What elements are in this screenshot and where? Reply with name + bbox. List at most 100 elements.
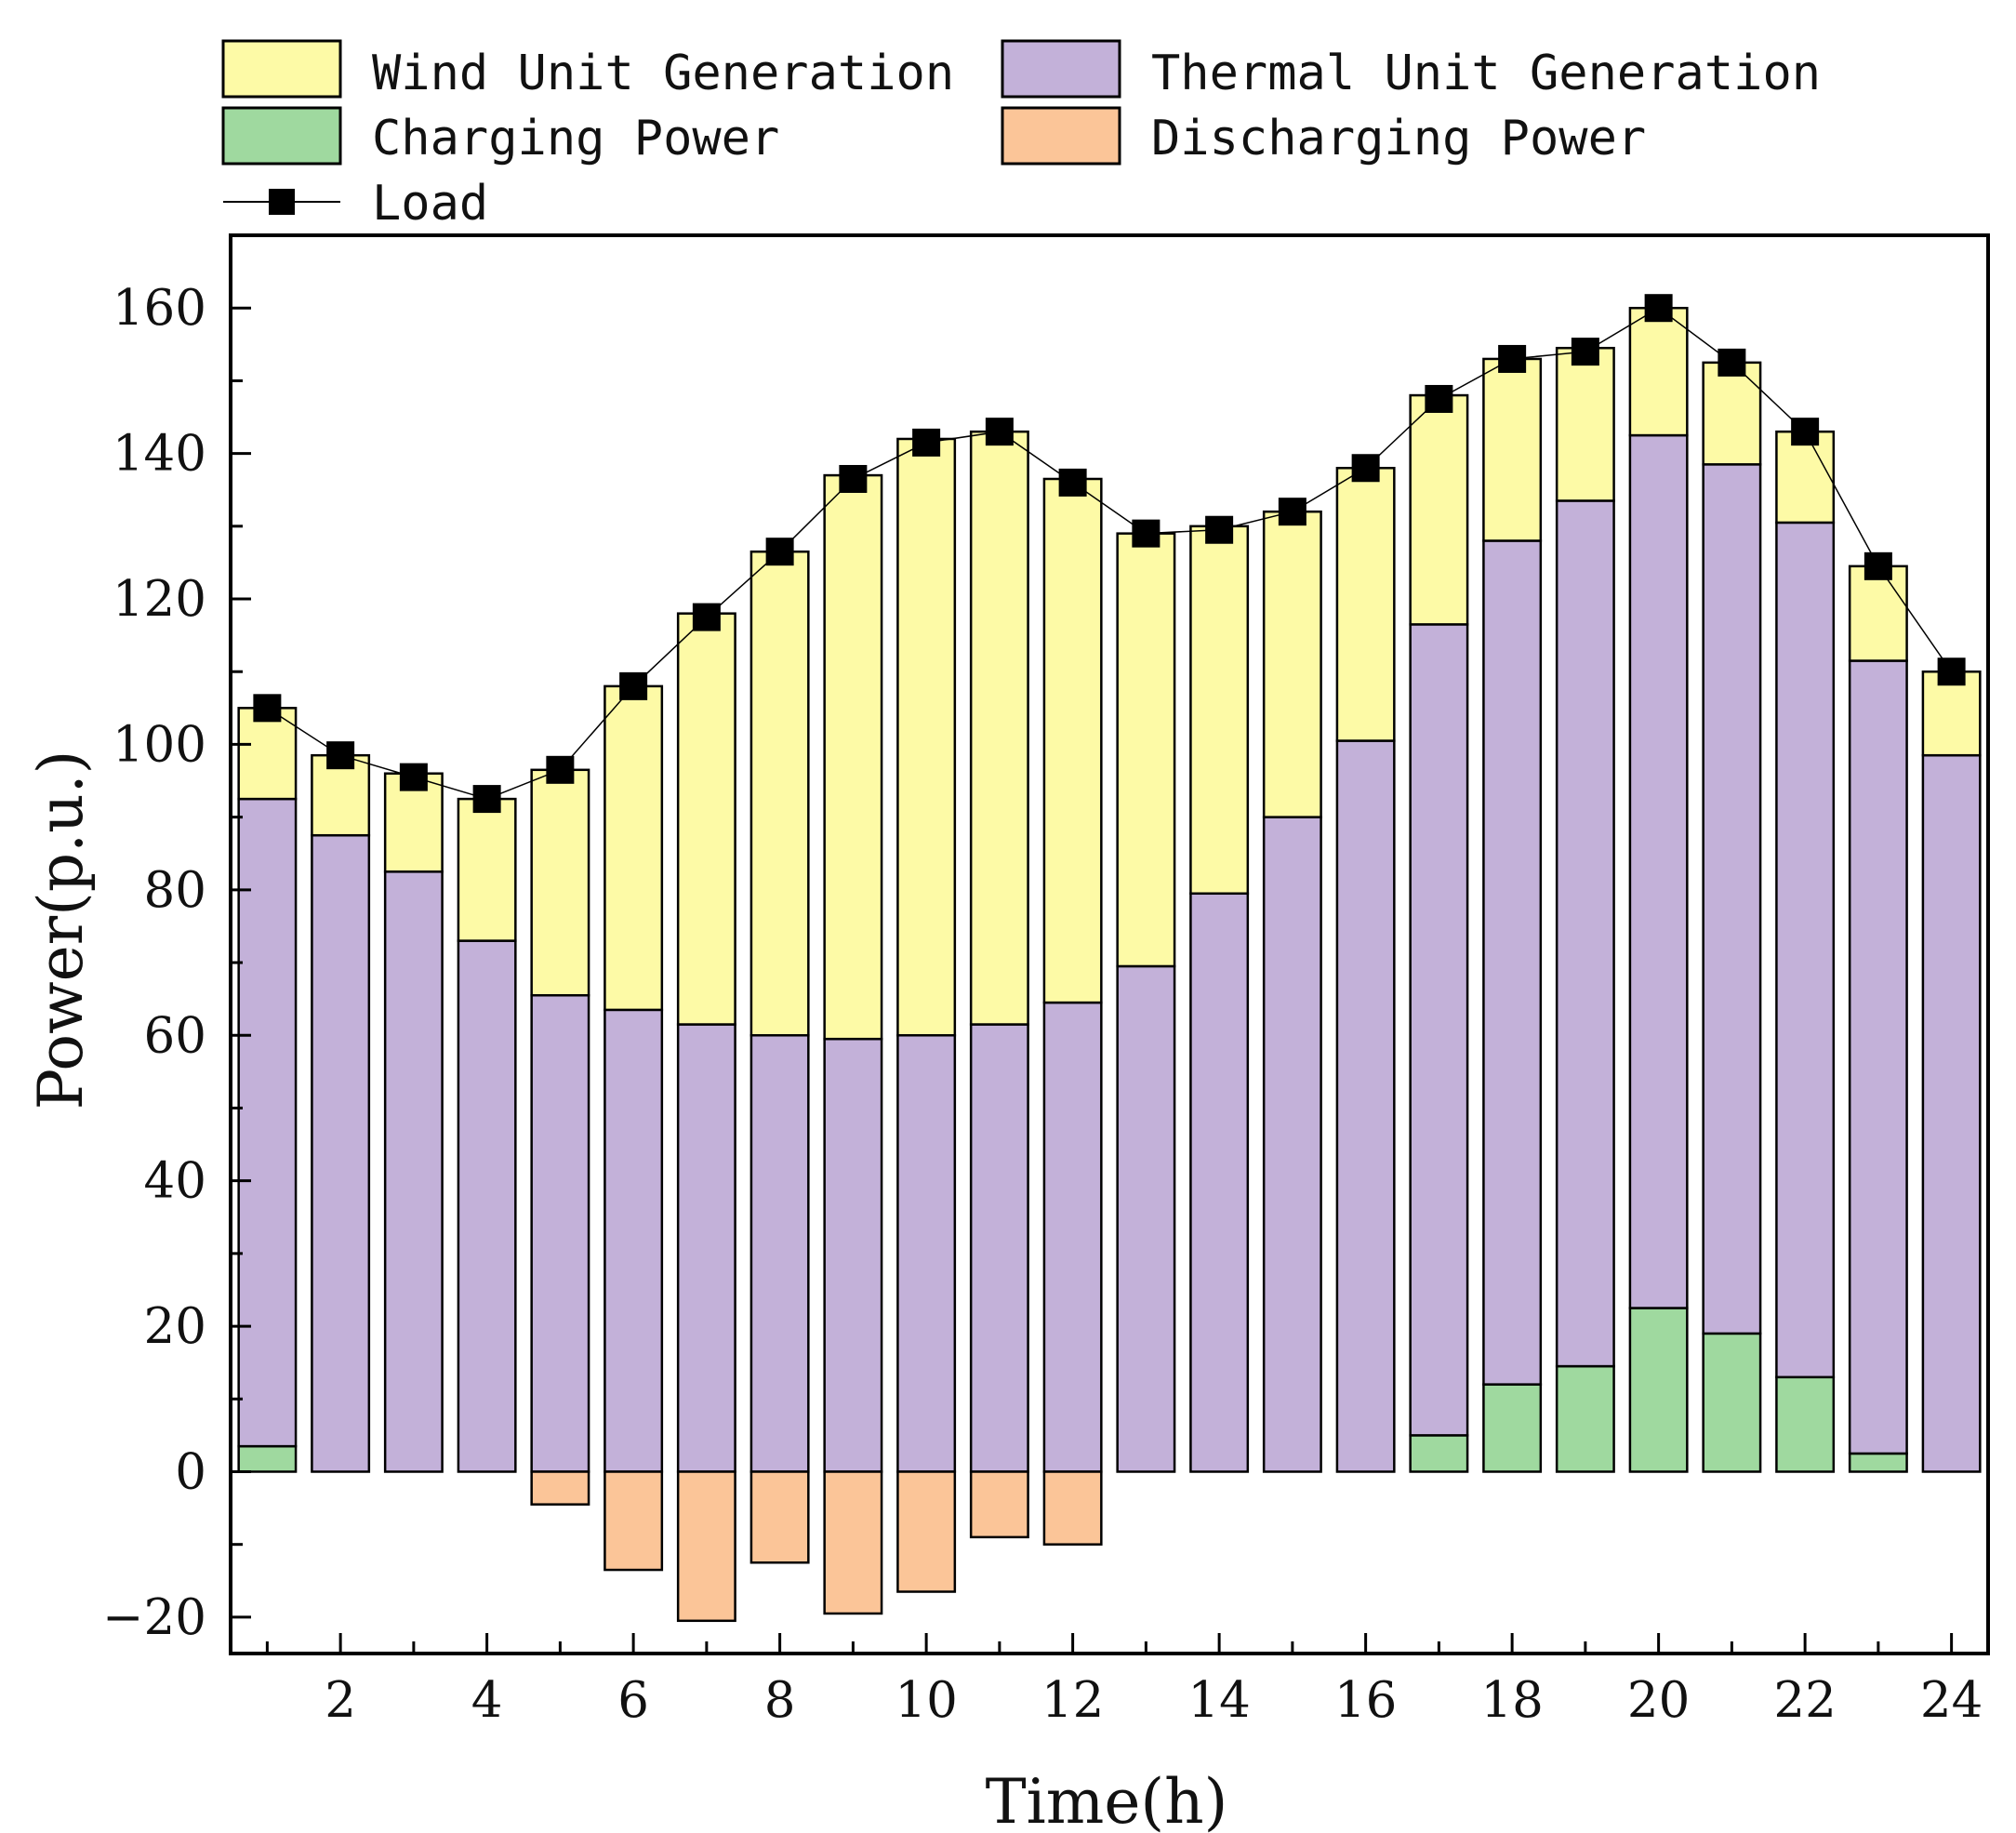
load-point-22 <box>1791 418 1820 446</box>
bar-wind-1 <box>237 707 298 801</box>
x-tick-label-6: 6 <box>617 1672 649 1729</box>
load-point-19 <box>1571 338 1599 366</box>
load-point-11 <box>985 418 1014 446</box>
bar-wind-7 <box>676 612 736 1026</box>
bar-discharging-8 <box>749 1470 810 1564</box>
bar-discharging-9 <box>823 1470 883 1615</box>
load-point-4 <box>472 785 501 814</box>
y-tick-label-120: 120 <box>113 571 206 628</box>
y-axis: −20 0 20 40 60 80 100 120 140 160 <box>102 280 251 1646</box>
y-tick-label-0: 0 <box>175 1443 206 1500</box>
load-series <box>253 294 1966 814</box>
load-point-12 <box>1058 468 1087 497</box>
bar-thermal-21 <box>1702 463 1762 1335</box>
bar-thermal-7 <box>676 1023 736 1473</box>
bar-thermal-3 <box>383 870 444 1473</box>
load-point-6 <box>619 671 648 700</box>
bar-wind-22 <box>1775 430 1836 525</box>
bar-thermal-13 <box>1116 964 1176 1473</box>
bar-wind-20 <box>1628 306 1689 437</box>
x-tick-label-4: 4 <box>471 1672 503 1729</box>
x-tick-label-18: 18 <box>1480 1672 1543 1729</box>
bar-wind-17 <box>1409 393 1469 626</box>
bar-wind-5 <box>530 768 590 997</box>
bar-thermal-8 <box>749 1034 810 1473</box>
plot-frame <box>229 233 1990 1655</box>
bar-charging-22 <box>1775 1375 1836 1473</box>
bar-charging-21 <box>1702 1332 1762 1473</box>
bar-charging-18 <box>1482 1383 1543 1473</box>
legend-label-load: Load <box>372 176 488 232</box>
y-tick-label-140: 140 <box>113 426 206 483</box>
bar-charging-19 <box>1555 1364 1615 1473</box>
x-tick-label-22: 22 <box>1773 1672 1836 1729</box>
bar-thermal-18 <box>1482 539 1543 1386</box>
x-tick-label-24: 24 <box>1920 1672 1983 1729</box>
bar-discharging-12 <box>1042 1470 1103 1546</box>
load-point-3 <box>399 763 428 791</box>
bar-wind-4 <box>457 797 517 942</box>
load-point-24 <box>1937 657 1966 686</box>
bar-thermal-4 <box>457 939 517 1473</box>
bar-charging-17 <box>1409 1434 1469 1473</box>
y-axis-title: Power(p.u.) <box>25 750 97 1110</box>
load-point-5 <box>546 755 575 784</box>
bar-thermal-2 <box>311 833 371 1473</box>
bar-wind-21 <box>1702 361 1762 466</box>
y-tick-label--20: −20 <box>102 1589 206 1646</box>
load-point-7 <box>692 603 721 631</box>
legend-swatch-charging <box>221 106 342 166</box>
x-tick-label-2: 2 <box>325 1672 356 1729</box>
bar-wind-23 <box>1848 565 1908 662</box>
legend-swatch-wind <box>221 39 342 99</box>
y-tick-label-100: 100 <box>113 716 206 773</box>
bar-thermal-24 <box>1921 753 1982 1473</box>
x-axis: 2 4 6 8 10 12 14 16 18 20 22 24 <box>265 1633 1983 1729</box>
x-tick-label-8: 8 <box>764 1672 796 1729</box>
load-point-21 <box>1718 348 1746 377</box>
y-tick-label-160: 160 <box>113 280 206 337</box>
bar-thermal-19 <box>1555 499 1615 1368</box>
bar-discharging-7 <box>676 1470 736 1623</box>
load-point-18 <box>1498 344 1527 373</box>
load-point-13 <box>1132 519 1161 548</box>
y-tick-label-60: 60 <box>144 1007 206 1064</box>
bar-wind-9 <box>823 473 883 1041</box>
bar-thermal-16 <box>1335 739 1396 1473</box>
bar-thermal-22 <box>1775 521 1836 1379</box>
bar-thermal-14 <box>1189 892 1250 1473</box>
bar-thermal-11 <box>969 1023 1029 1473</box>
bar-wind-11 <box>969 430 1029 1026</box>
bar-wind-14 <box>1189 525 1250 896</box>
y-tick-label-80: 80 <box>144 862 206 919</box>
bar-wind-10 <box>896 437 957 1037</box>
bar-thermal-23 <box>1848 659 1908 1455</box>
load-point-17 <box>1425 384 1453 413</box>
bar-wind-16 <box>1335 467 1396 742</box>
x-tick-label-12: 12 <box>1041 1672 1104 1729</box>
bar-thermal-6 <box>603 1008 664 1473</box>
load-point-15 <box>1278 498 1306 526</box>
x-tick-label-20: 20 <box>1627 1672 1690 1729</box>
bar-charging-23 <box>1848 1452 1908 1473</box>
load-point-20 <box>1644 294 1673 323</box>
load-point-8 <box>765 538 794 566</box>
load-point-16 <box>1351 454 1380 483</box>
bar-thermal-9 <box>823 1037 883 1473</box>
x-tick-label-14: 14 <box>1187 1672 1250 1729</box>
load-point-2 <box>326 741 355 770</box>
bar-discharging-11 <box>969 1470 1029 1539</box>
bar-wind-15 <box>1262 510 1322 818</box>
bar-wind-19 <box>1555 346 1615 502</box>
load-point-9 <box>839 464 868 493</box>
bar-wind-18 <box>1482 357 1543 542</box>
bar-discharging-6 <box>603 1470 664 1572</box>
legend-label-thermal: Thermal Unit Generation <box>1151 46 1821 101</box>
bars <box>237 306 1982 1623</box>
legend-label-discharging: Discharging Power <box>1151 111 1646 166</box>
load-point-14 <box>1205 515 1234 544</box>
y-tick-label-20: 20 <box>144 1298 206 1355</box>
bar-wind-13 <box>1116 532 1176 968</box>
